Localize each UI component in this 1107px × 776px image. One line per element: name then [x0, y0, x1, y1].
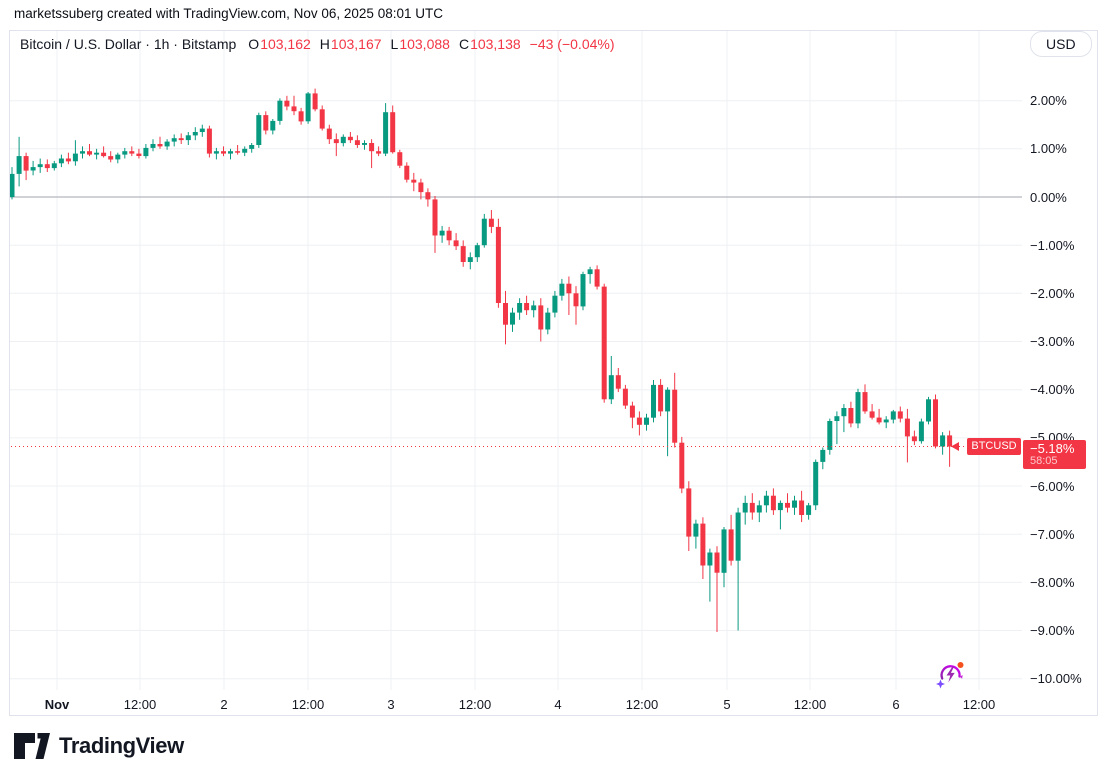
time-tick-label: 12:00: [962, 697, 996, 712]
symbol-price-flag: BTCUSD: [967, 438, 1021, 456]
price-tick-label: 0.00%: [1030, 189, 1067, 205]
last-price-axis-label: −5.18% 58:05: [1023, 439, 1086, 469]
ohlc-high: H 103,167: [319, 36, 382, 52]
time-tick-label: 12:00: [458, 697, 492, 712]
price-tick-label: −8.00%: [1030, 574, 1075, 590]
time-tick-label: Nov: [44, 697, 70, 712]
ohlc-close: C 103,138: [458, 36, 521, 52]
chart-widget-frame: [9, 30, 1098, 716]
time-tick-label: 12:00: [291, 697, 325, 712]
time-tick-label: 6: [892, 697, 900, 712]
tradingview-footer-logo[interactable]: TradingView: [14, 732, 184, 760]
time-tick-label: 12:00: [625, 697, 659, 712]
time-tick-label: 2: [220, 697, 228, 712]
price-tick-label: −7.00%: [1030, 526, 1075, 542]
price-tick-label: −2.00%: [1030, 285, 1075, 301]
change-value: −43 (−0.04%): [529, 36, 615, 52]
market-status-refresh-icon[interactable]: [935, 658, 967, 690]
ohlc-open: O 103,162: [248, 36, 311, 52]
price-tick-label: −9.00%: [1030, 623, 1075, 639]
price-tick-label: −10.00%: [1030, 671, 1082, 687]
symbol-title[interactable]: Bitcoin / U.S. Dollar · 1h · Bitstamp: [20, 36, 237, 52]
ohlc-low: L 103,088: [390, 36, 450, 52]
tradingview-logo-icon: [14, 733, 50, 759]
time-tick-label: 5: [723, 697, 731, 712]
status-dot: [957, 662, 964, 668]
price-tick-label: 1.00%: [1030, 141, 1067, 157]
price-tick-label: −4.00%: [1030, 382, 1075, 398]
price-tick-label: −3.00%: [1030, 334, 1075, 349]
time-tick-label: 3: [387, 697, 395, 712]
attribution-text: marketssuberg created with TradingView.c…: [14, 6, 443, 21]
time-tick-label: 12:00: [123, 697, 157, 712]
currency-unit-button[interactable]: USD: [1030, 31, 1092, 57]
time-tick-label: 12:00: [793, 697, 827, 712]
price-tick-label: 2.00%: [1030, 93, 1067, 109]
price-tick-label: −1.00%: [1030, 237, 1075, 253]
symbol-legend[interactable]: Bitcoin / U.S. Dollar · 1h · Bitstamp O …: [20, 36, 615, 52]
tradingview-logo-text: TradingView: [59, 733, 184, 758]
bar-close-countdown: 58:05: [1030, 454, 1058, 467]
last-price-value: −5.18%: [1030, 440, 1075, 456]
time-tick-label: 4: [554, 697, 562, 712]
price-tick-label: −6.00%: [1030, 478, 1075, 494]
